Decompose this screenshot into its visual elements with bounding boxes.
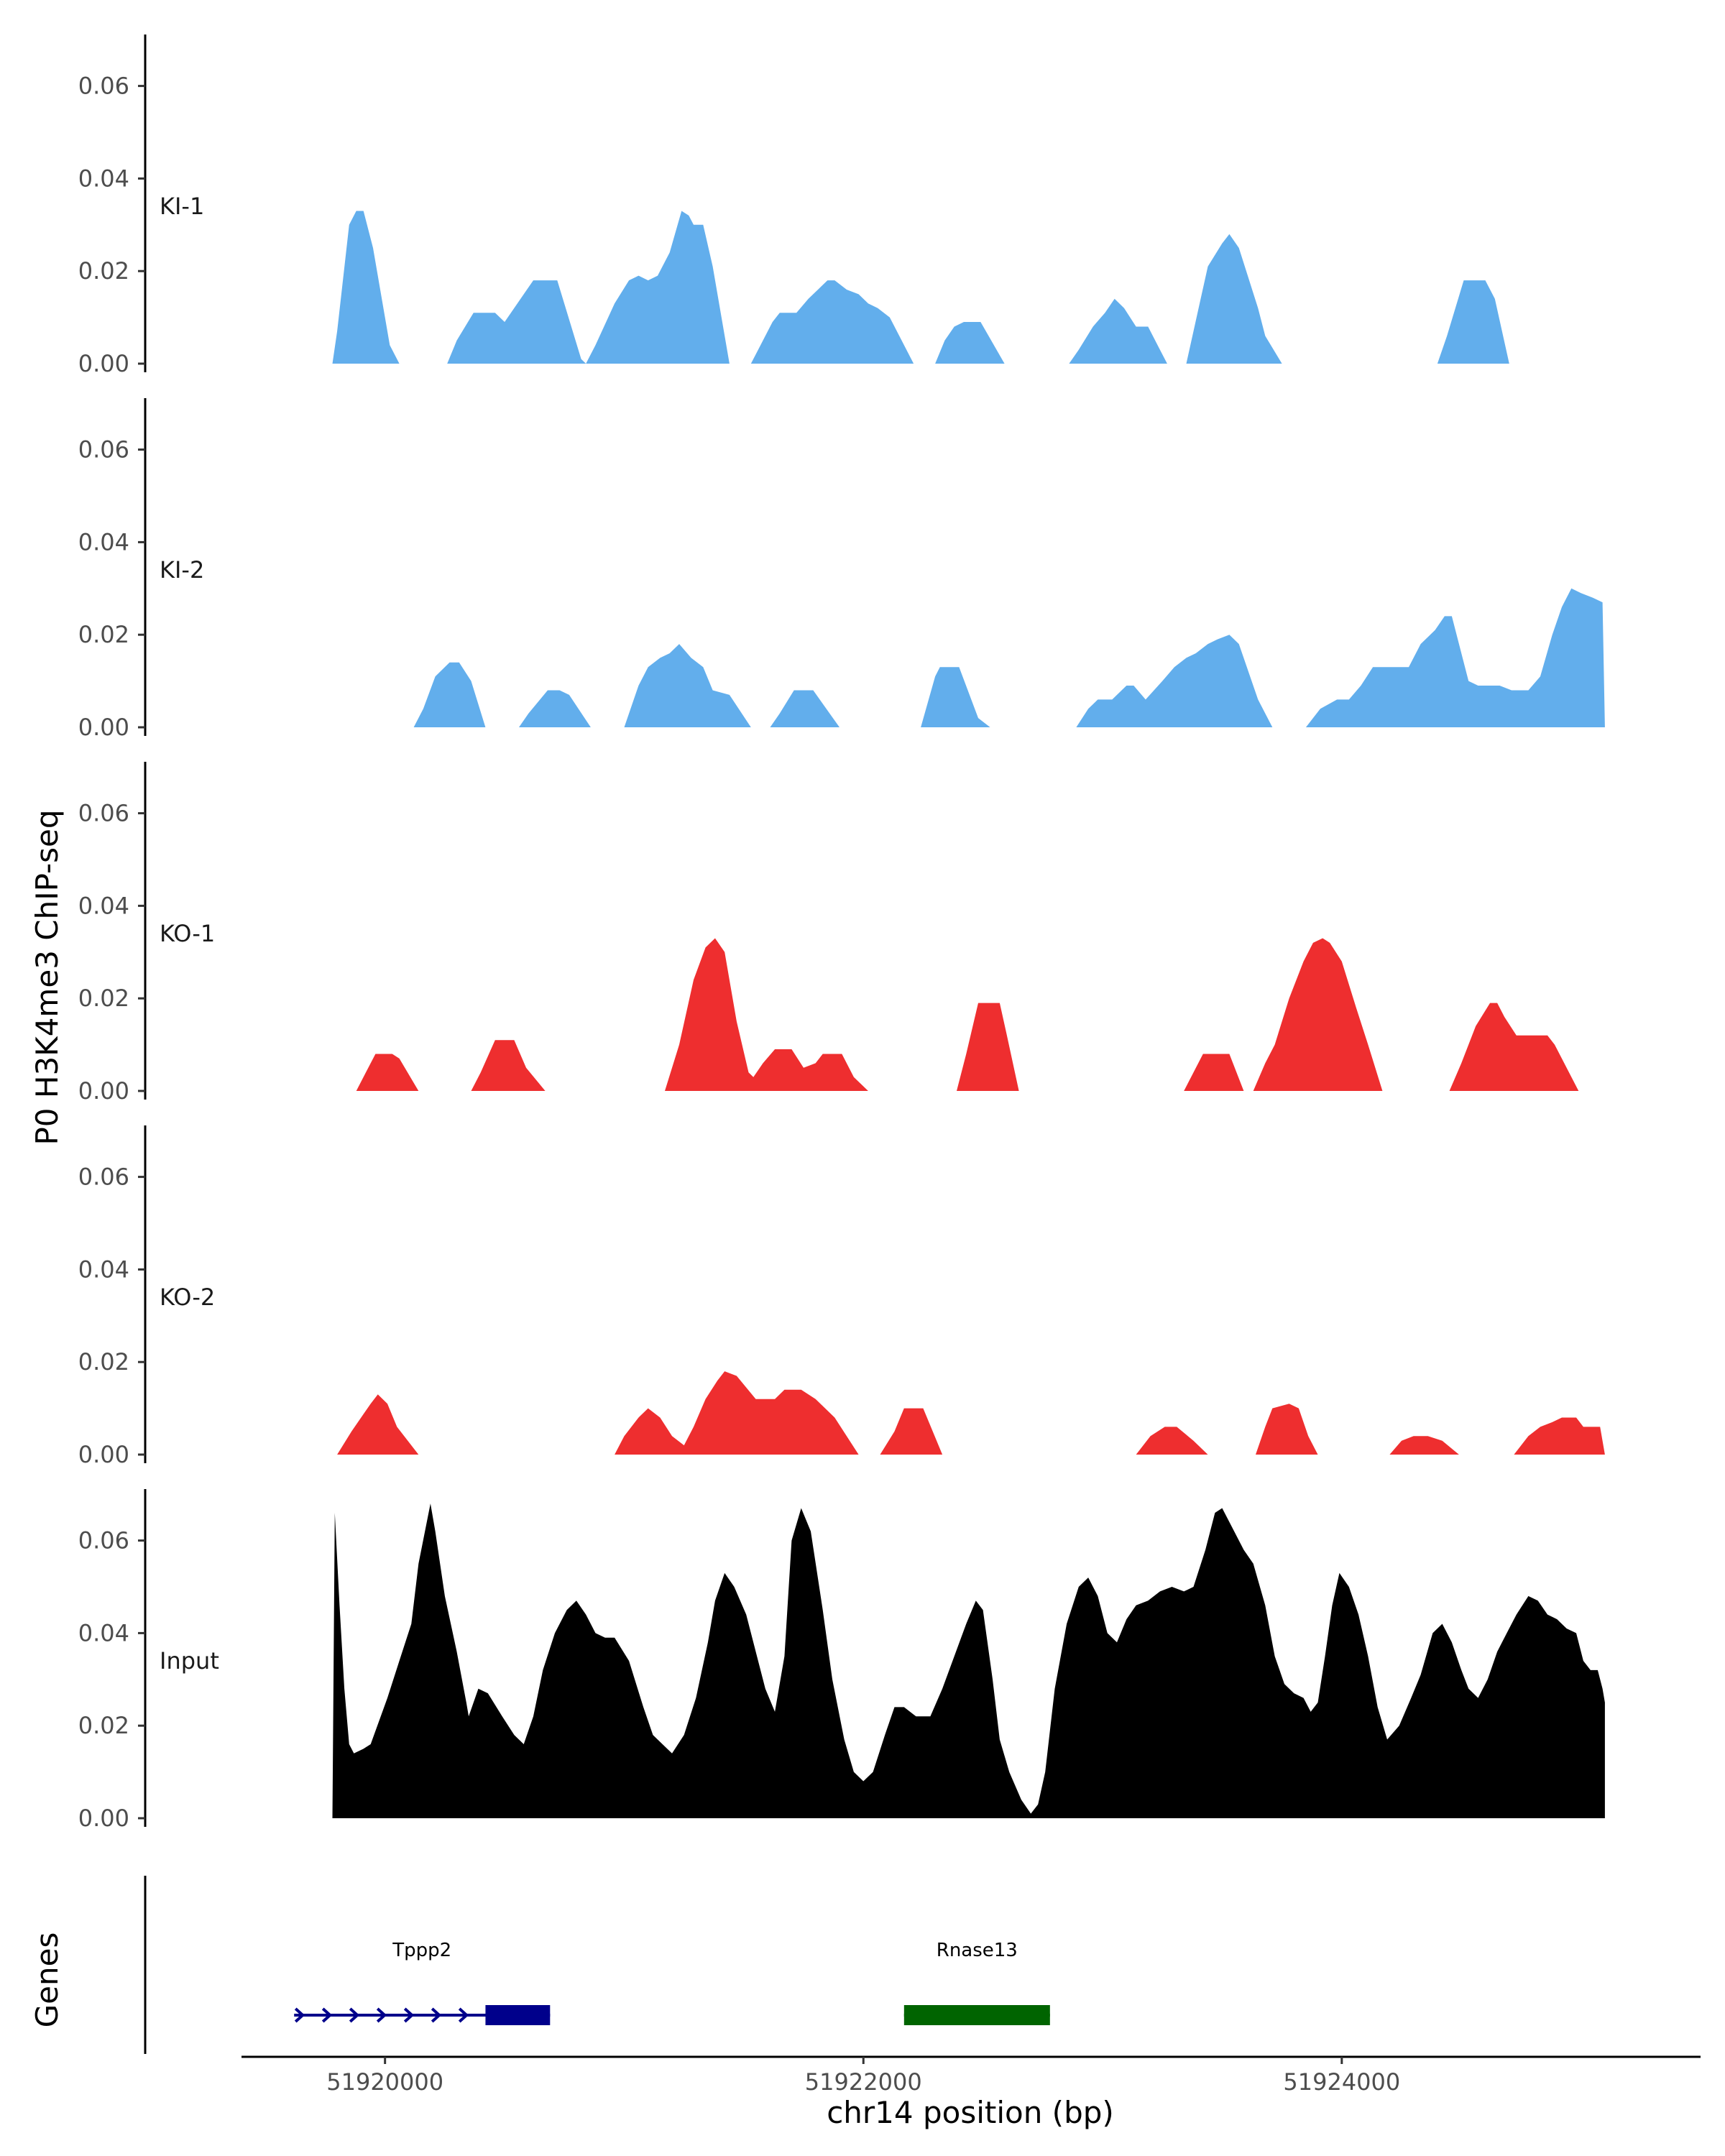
- y-tick-label: 0.00: [78, 350, 129, 377]
- track-panel-ko-2: 0.00 0.02 0.04 0.06 KO-2: [78, 1125, 1605, 1468]
- gene-exon: [485, 2005, 551, 2025]
- strand-arrow: [431, 2007, 442, 2023]
- gene-exon: [903, 2005, 1050, 2025]
- x-tick-label: 51920000: [326, 2068, 443, 2096]
- genes-axis-title: Genes: [29, 1932, 65, 2028]
- track-label: KI-1: [160, 193, 204, 220]
- gene-tppp2: Tppp2: [294, 1940, 551, 2025]
- y-tick-label: 0.04: [78, 1256, 129, 1283]
- x-tick-label: 51922000: [805, 2068, 922, 2096]
- track-label: KI-2: [160, 556, 204, 584]
- strand-arrow: [321, 2007, 333, 2023]
- y-tick-label: 0.04: [78, 165, 129, 192]
- strand-arrow: [458, 2007, 469, 2023]
- y-tick-label: 0.04: [78, 528, 129, 556]
- coverage-area-ko-2: [337, 1371, 1605, 1455]
- y-tick-label: 0.06: [78, 73, 129, 100]
- track-label: KO-2: [160, 1284, 215, 1311]
- y-tick-label: 0.06: [78, 436, 129, 464]
- y-tick-label: 0.06: [78, 1527, 129, 1554]
- y-tick-label: 0.04: [78, 892, 129, 919]
- coverage-area-ko-1: [356, 938, 1579, 1091]
- y-tick-label: 0.06: [78, 800, 129, 827]
- track-label: KO-1: [160, 920, 215, 947]
- tracks-layer: 0.00 0.02 0.04 0.06 KI-1 0.00 0.02 0.04 0.06 KI-2…: [78, 34, 1605, 1832]
- track-panel-ko-1: 0.00 0.02 0.04 0.06 KO-1: [78, 762, 1579, 1105]
- y-tick-label: 0.02: [78, 1348, 129, 1376]
- track-panel-ki-2: 0.00 0.02 0.04 0.06 KI-2: [78, 398, 1605, 741]
- strand-arrow: [403, 2007, 415, 2023]
- y-tick-label: 0.02: [78, 257, 129, 285]
- strand-arrow: [349, 2007, 360, 2023]
- track-panel-ki-1: 0.00 0.02 0.04 0.06 KI-1: [78, 34, 1509, 377]
- gene-label: Rnase13: [937, 1940, 1018, 1961]
- y-tick-label: 0.02: [78, 1712, 129, 1739]
- y-tick-label: 0.04: [78, 1619, 129, 1646]
- track-panel-input: 0.00 0.02 0.04 0.06 Input: [78, 1489, 1605, 1832]
- y-tick-label: 0.00: [78, 714, 129, 741]
- y-axis-title: P0 H3K4me3 ChIP-seq: [29, 809, 65, 1145]
- coverage-area-input: [332, 1503, 1605, 1818]
- track-label: Input: [160, 1647, 219, 1674]
- y-tick-label: 0.00: [78, 1077, 129, 1105]
- x-axis-title: chr14 position (bp): [827, 2095, 1114, 2130]
- x-tick-label: 51924000: [1283, 2068, 1400, 2096]
- coverage-area-ki-1: [332, 211, 1509, 364]
- y-tick-label: 0.02: [78, 985, 129, 1012]
- genes-layer: Tppp2 Rnase13: [144, 1876, 1050, 2054]
- y-tick-label: 0.06: [78, 1164, 129, 1191]
- y-tick-label: 0.02: [78, 621, 129, 648]
- strand-arrow: [376, 2007, 387, 2023]
- strand-arrow: [294, 2007, 305, 2023]
- y-tick-label: 0.00: [78, 1805, 129, 1832]
- gene-rnase13: Rnase13: [903, 1940, 1050, 2025]
- y-tick-label: 0.00: [78, 1441, 129, 1468]
- coverage-area-ki-2: [413, 588, 1605, 727]
- x-axis: 51920000 51922000 51924000: [242, 2055, 1701, 2096]
- gene-label: Tppp2: [392, 1940, 451, 1961]
